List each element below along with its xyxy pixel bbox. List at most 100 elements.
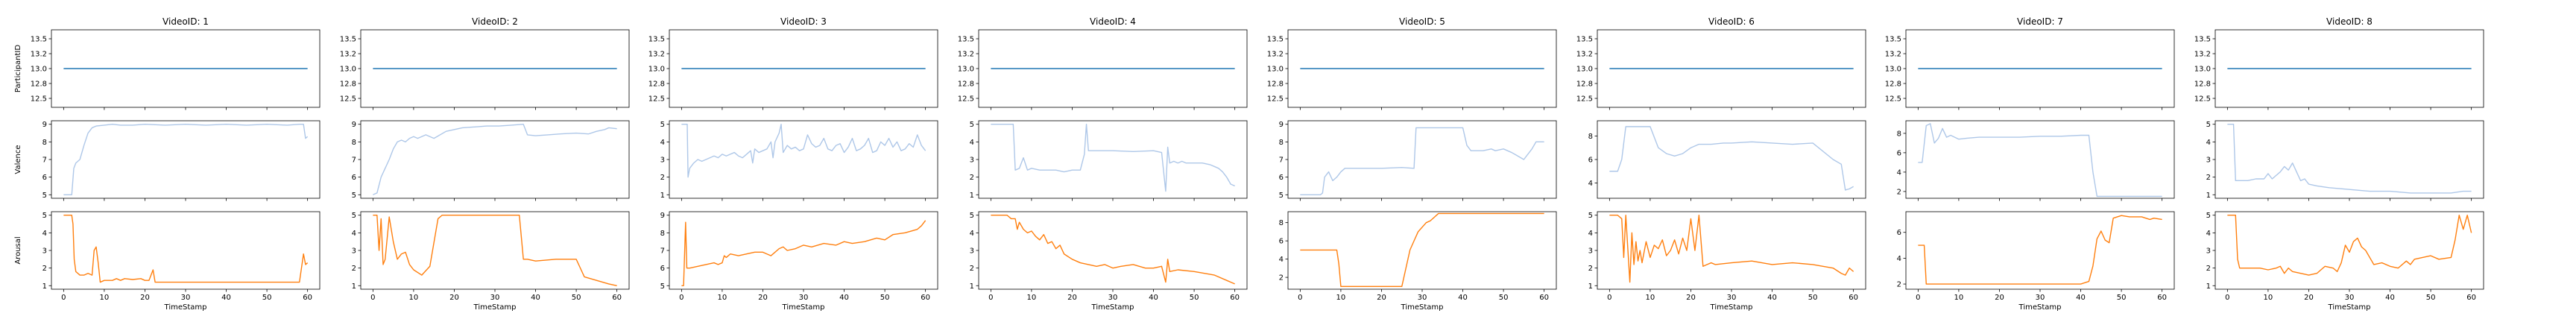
- subplot-r3-c2: 0 10 20 30 40 50 60 1 2 3 4 5 TimeStamp: [352, 211, 630, 312]
- y-tick-label: 3: [970, 157, 974, 165]
- y-tick-label: 1: [1588, 282, 1593, 291]
- x-tick-label: 30: [1108, 294, 1118, 302]
- x-tick-label: 10: [1336, 294, 1346, 302]
- y-tick-label: 13.2: [2194, 51, 2211, 59]
- subplot-r1-c4: 12.5 12.8 13.0 13.2 13.5 VideoID: 4: [958, 16, 1248, 110]
- x-tick-label: 40: [531, 294, 540, 302]
- axes-frame: [1905, 120, 2175, 199]
- axes-frame: [1905, 211, 2175, 290]
- y-axis-label: Valence: [14, 145, 22, 174]
- y-tick-label: 2: [1897, 188, 1901, 196]
- subplot-r3-c7: 0 10 20 30 40 50 60 2 4 6 TimeStamp: [1897, 211, 2175, 312]
- y-axis-label: Arousal: [14, 236, 22, 264]
- axes-frame: [978, 120, 1248, 199]
- y-tick-label: 9: [1279, 121, 1284, 129]
- series-line: [991, 124, 1235, 192]
- x-axis-label: TimeStamp: [2018, 303, 2062, 312]
- subplot-r1-c6: 12.5 12.8 13.0 13.2 13.5 VideoID: 6: [1576, 16, 1866, 110]
- series-line: [63, 124, 309, 195]
- x-tick-label: 0: [370, 294, 375, 302]
- subplot-title: VideoID: 7: [2017, 16, 2063, 27]
- x-tick-label: 0: [679, 294, 684, 302]
- series-line: [373, 215, 617, 286]
- x-axis-label: TimeStamp: [782, 303, 825, 312]
- y-tick-label: 12.5: [958, 95, 974, 104]
- y-tick-label: 8: [352, 139, 356, 147]
- y-tick-label: 12.8: [31, 80, 47, 89]
- y-tick-label: 12.5: [1267, 95, 1284, 104]
- y-tick-label: 5: [970, 121, 974, 129]
- y-tick-label: 13.5: [958, 36, 974, 44]
- y-tick-label: 2: [970, 265, 974, 273]
- y-tick-label: 12.5: [648, 95, 665, 104]
- x-tick-label: 30: [181, 294, 191, 302]
- axes-frame: [669, 120, 938, 199]
- y-tick-label: 1: [2206, 282, 2211, 291]
- y-tick-label: 7: [1279, 157, 1284, 165]
- subplot-title: VideoID: 1: [162, 16, 209, 27]
- y-tick-label: 13.5: [1576, 36, 1593, 44]
- y-tick-label: 8: [1279, 139, 1284, 147]
- subplot-r2-c6: 4 6 8: [1588, 120, 1866, 201]
- subplot-r2-c3: 1 2 3 4 5: [660, 120, 938, 201]
- y-tick-label: 13.0: [958, 66, 974, 74]
- y-tick-label: 13.2: [31, 51, 47, 59]
- y-tick-label: 13.0: [31, 66, 47, 74]
- subplot-r2-c2: 5 6 7 8 9: [352, 120, 630, 201]
- y-tick-label: 12.5: [1576, 95, 1593, 104]
- y-tick-label: 13.0: [2194, 66, 2211, 74]
- x-axis-label: TimeStamp: [164, 303, 207, 312]
- y-tick-label: 2: [2206, 174, 2211, 182]
- x-tick-label: 40: [221, 294, 231, 302]
- x-tick-label: 10: [1954, 294, 1964, 302]
- x-tick-label: 20: [1067, 294, 1077, 302]
- y-tick-label: 1: [970, 282, 974, 291]
- x-tick-label: 40: [1458, 294, 1468, 302]
- y-tick-label: 3: [42, 247, 47, 256]
- y-tick-label: 12.5: [31, 95, 47, 104]
- axes-frame: [1597, 120, 1866, 199]
- y-tick-label: 13.5: [1885, 36, 1901, 44]
- y-tick-label: 13.2: [1267, 51, 1284, 59]
- y-tick-label: 5: [42, 192, 47, 200]
- series-line: [681, 220, 926, 286]
- x-tick-label: 60: [921, 294, 930, 302]
- series-line: [2227, 124, 2472, 194]
- x-tick-label: 60: [1849, 294, 1858, 302]
- y-tick-label: 4: [352, 230, 356, 238]
- subplot-r1-c5: 12.5 12.8 13.0 13.2 13.5 VideoID: 5: [1267, 16, 1557, 110]
- x-tick-label: 20: [1686, 294, 1696, 302]
- x-tick-label: 10: [409, 294, 419, 302]
- y-axis-label: ParticipantID: [14, 45, 22, 92]
- y-tick-label: 13.2: [958, 51, 974, 59]
- y-tick-label: 8: [1279, 219, 1284, 227]
- axes-frame: [1287, 120, 1557, 199]
- y-tick-label: 5: [2206, 121, 2211, 129]
- x-tick-label: 20: [1995, 294, 2004, 302]
- y-tick-label: 8: [1897, 130, 1901, 138]
- series-line: [991, 215, 1235, 285]
- y-tick-label: 2: [352, 265, 356, 273]
- y-tick-label: 2: [1588, 265, 1593, 273]
- x-axis-label: TimeStamp: [1401, 303, 1444, 312]
- y-tick-label: 9: [660, 212, 665, 220]
- series-line: [1609, 215, 1854, 283]
- y-tick-label: 4: [1897, 255, 1901, 263]
- axes-frame: [51, 211, 321, 290]
- y-tick-label: 5: [42, 212, 47, 220]
- y-tick-label: 9: [42, 121, 47, 129]
- subplot-r1-c2: 12.5 12.8 13.0 13.2 13.5 VideoID: 2: [340, 16, 630, 110]
- y-tick-label: 4: [660, 139, 665, 147]
- y-tick-label: 13.5: [1267, 36, 1284, 44]
- series-line: [1300, 212, 1544, 288]
- subplot-r2-c5: 5 6 7 8 9: [1279, 120, 1557, 201]
- x-tick-label: 60: [1230, 294, 1240, 302]
- y-tick-label: 3: [2206, 157, 2211, 165]
- series-line: [1918, 215, 2162, 285]
- x-axis-label: TimeStamp: [2328, 303, 2371, 312]
- x-tick-label: 30: [2036, 294, 2045, 302]
- y-tick-label: 5: [660, 282, 665, 291]
- y-tick-label: 1: [352, 282, 356, 291]
- x-tick-label: 0: [2225, 294, 2229, 302]
- y-tick-label: 4: [1588, 180, 1593, 188]
